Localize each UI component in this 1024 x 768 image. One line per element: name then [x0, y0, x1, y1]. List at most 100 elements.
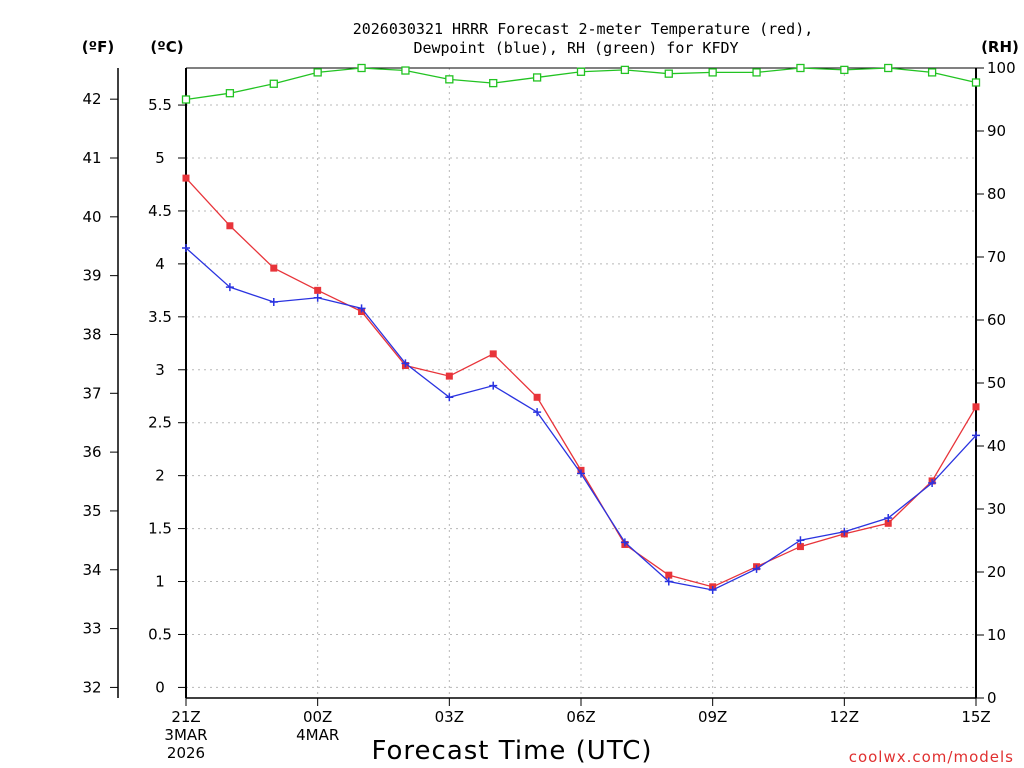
- celsius-tick-label: 0: [155, 678, 165, 696]
- dewpoint-point: [752, 564, 761, 573]
- celsius-tick-label: 0.5: [148, 625, 172, 643]
- temperature-point: [270, 264, 278, 272]
- temperature-point: [489, 350, 497, 358]
- dewpoint-point: [884, 514, 893, 522]
- dewpoint-point: [357, 304, 366, 313]
- x-tick-date-label: 3MAR: [164, 726, 207, 744]
- x-tick-label: 15Z: [961, 708, 990, 726]
- rh-tick-label: 100: [987, 59, 1016, 77]
- rh-point: [664, 69, 673, 78]
- rh-point: [225, 89, 235, 98]
- rh-point: [445, 75, 454, 84]
- celsius-tick-label: 3.5: [148, 308, 172, 326]
- celsius-tick-label: 1: [155, 573, 165, 591]
- rh-tick-label: 50: [987, 374, 1006, 392]
- fahrenheit-tick-label: 39: [82, 267, 101, 285]
- dewpoint-point: [489, 381, 498, 390]
- x-tick-label: 06Z: [566, 708, 595, 726]
- celsius-tick-label: 2.5: [148, 414, 172, 432]
- fahrenheit-tick-label: 41: [82, 149, 101, 167]
- dewpoint-point: [313, 293, 322, 302]
- rh-point: [401, 66, 410, 75]
- fahrenheit-tick-label: 34: [82, 561, 101, 579]
- fahrenheit-tick-label: 32: [82, 678, 101, 696]
- temperature-point: [182, 174, 190, 182]
- celsius-tick-label: 4.5: [148, 202, 172, 220]
- x-tick-label: 12Z: [830, 708, 859, 726]
- rh-point: [313, 68, 322, 77]
- celsius-tick-label: 5.5: [148, 96, 172, 114]
- celsius-tick-label: 4: [155, 255, 165, 273]
- rh-point: [181, 95, 191, 104]
- temperature-point: [533, 393, 541, 401]
- dewpoint-point: [182, 244, 190, 252]
- dewpoint-point: [620, 538, 629, 547]
- rh-point: [489, 78, 498, 88]
- grid-lines: [186, 68, 976, 698]
- rh-point: [884, 63, 893, 73]
- dewpoint-point: [796, 536, 805, 545]
- dewpoint-point: [972, 431, 980, 440]
- x-tick-label: 00Z: [303, 708, 332, 726]
- celsius-tick-label: 5: [155, 149, 165, 167]
- rh-point: [708, 68, 717, 77]
- temperature-point: [445, 372, 453, 380]
- celsius-unit-label: (ºC): [150, 38, 183, 56]
- fahrenheit-tick-label: 36: [82, 443, 101, 461]
- fahrenheit-tick-label: 42: [82, 90, 101, 108]
- rh-point: [840, 65, 849, 75]
- temperature-point: [796, 543, 804, 551]
- x-axis-title: Forecast Time (UTC): [371, 736, 652, 766]
- fahrenheit-unit-label: (ºF): [82, 38, 114, 56]
- rh-point: [576, 67, 586, 76]
- dewpoint-point: [708, 586, 717, 594]
- dewpoint-point: [401, 359, 410, 368]
- rh-tick-label: 30: [987, 500, 1006, 518]
- rh-point: [357, 63, 366, 73]
- celsius-tick-label: 3: [155, 361, 165, 379]
- dewpoint-point: [664, 577, 673, 586]
- fahrenheit-tick-label: 37: [82, 384, 101, 402]
- fahrenheit-tick-label: 33: [82, 620, 101, 638]
- rh-tick-label: 20: [987, 563, 1006, 581]
- x-tick-label: 03Z: [435, 708, 464, 726]
- rh-unit-label: (RH): [981, 38, 1019, 56]
- temperature-point: [226, 222, 234, 230]
- rh-tick-label: 80: [987, 185, 1006, 203]
- x-tick-year-label: 2026: [167, 744, 205, 762]
- rh-point: [269, 79, 278, 88]
- temperature-point: [884, 519, 892, 527]
- x-tick-label: 09Z: [698, 708, 727, 726]
- rh-tick-label: 90: [987, 122, 1006, 140]
- dewpoint-point: [445, 393, 454, 402]
- dewpoint-point: [533, 408, 542, 417]
- celsius-tick-label: 1.5: [148, 520, 172, 538]
- x-tick-date-label: 4MAR: [296, 726, 339, 744]
- dewpoint-point: [269, 298, 278, 306]
- celsius-tick-label: 2: [155, 467, 165, 485]
- rh-point: [620, 65, 630, 75]
- temperature-point: [972, 403, 980, 411]
- rh-point: [796, 63, 805, 73]
- rh-tick-label: 70: [987, 248, 1006, 266]
- chart-title-line-1: 2026030321 HRRR Forecast 2-meter Tempera…: [353, 20, 814, 38]
- fahrenheit-tick-label: 35: [82, 502, 101, 520]
- dewpoint-line: [185, 247, 977, 591]
- data-series: [181, 63, 981, 594]
- dewpoint-point: [840, 527, 849, 536]
- rh-tick-label: 0: [987, 689, 997, 707]
- rh-point: [532, 73, 542, 82]
- x-tick-label: 21Z: [171, 708, 200, 726]
- rh-tick-label: 40: [987, 437, 1006, 455]
- rh-tick-label: 60: [987, 311, 1006, 329]
- fahrenheit-tick-label: 40: [82, 208, 101, 226]
- dewpoint-point: [928, 479, 937, 488]
- axes: 0 0.5 1 1.5 2 2.5 3 3.5 4 4.5 5 5.5 32 33 34 35 36 37 38 39…: [82, 59, 1015, 762]
- rh-point: [927, 68, 937, 77]
- fahrenheit-tick-label: 38: [82, 325, 101, 343]
- chart-title-line-2: Dewpoint (blue), RH (green) for KFDY: [413, 39, 738, 57]
- dewpoint-point: [577, 469, 585, 478]
- credit-text: coolwx.com/models: [849, 748, 1014, 766]
- temperature-point: [665, 571, 673, 579]
